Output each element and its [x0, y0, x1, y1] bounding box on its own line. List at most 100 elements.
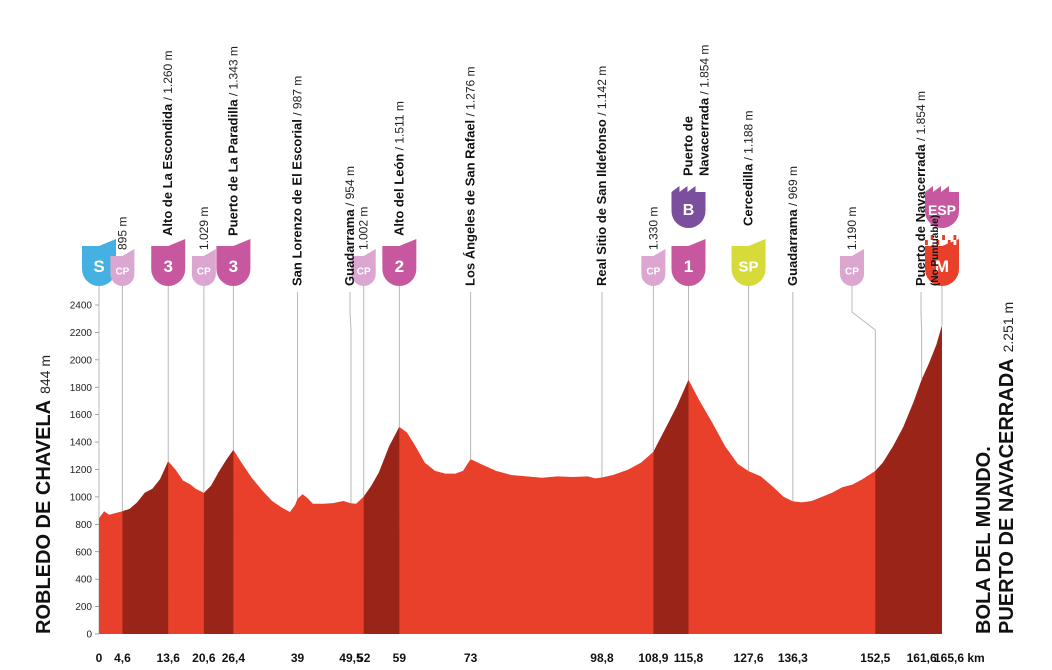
badge-tab [233, 239, 251, 246]
checkered-pattern [953, 235, 957, 240]
start-town-name: ROBLEDO DE CHAVELA [33, 400, 55, 634]
point-label: Puerto de La Paradilla / 1.343 m [225, 46, 240, 236]
point-altitude: / 1.188 m [742, 110, 756, 163]
point-name-line2: Navacerrada [696, 97, 711, 176]
badge-tab [852, 249, 864, 256]
point-name: Cercedilla [741, 163, 756, 226]
checkered-pattern [930, 240, 934, 245]
badge-label: CP [357, 267, 371, 278]
checkered-pattern [925, 240, 928, 245]
y-tick-label: 1400 [70, 438, 93, 449]
point-altitude: / 1.276 m [464, 66, 478, 119]
badge-tab [363, 249, 376, 256]
finish-altitude: 2.251 m [1000, 302, 1016, 353]
checkpoint-altitude: 1.190 m [845, 207, 859, 250]
point-note: (No Puntuable) [930, 215, 941, 286]
km-tick-label: 98,8 [590, 651, 614, 665]
badge-label: 3 [163, 257, 172, 276]
checkered-pattern [953, 240, 957, 245]
point-name: Guadarrama [342, 209, 357, 286]
badge-tab [399, 239, 417, 246]
point-altitude: / 1.854 m [914, 91, 928, 144]
point-altitude: / 987 m [291, 76, 305, 119]
km-tick-label: 152,5 [860, 651, 890, 665]
point-altitude: 1.190 m [845, 207, 859, 250]
badge-label: 3 [229, 257, 238, 276]
start-altitude: 844 m [37, 355, 53, 394]
point-altitude: / 954 m [343, 166, 357, 209]
climb-category-badge [671, 246, 706, 286]
checkered-pattern [947, 235, 951, 240]
point-name: Puerto de [680, 116, 695, 176]
checkpoint-altitude: 1.029 m [197, 207, 211, 250]
climb-segment [875, 325, 942, 634]
y-tick-label: 2000 [70, 355, 93, 366]
badge-label: S [93, 257, 104, 276]
y-tick-label: 2200 [70, 328, 93, 339]
point-name: Puerto de Navacerrada [913, 144, 928, 286]
climb-segment [363, 426, 400, 634]
point-label: Los Ángeles de San Rafael / 1.276 m [463, 66, 478, 286]
checkpoint-altitude: 1.002 m [357, 207, 371, 250]
point-altitude: / 969 m [786, 166, 800, 209]
checkered-pattern [947, 240, 951, 245]
bonus-badge-label: B [683, 202, 695, 219]
badge-tab [748, 239, 766, 246]
point-altitude: / 1.260 m [161, 50, 175, 103]
checkpoint-altitude: 895 m [115, 217, 129, 250]
point-name: Los Ángeles de San Rafael [463, 120, 478, 286]
bonus-badge [671, 192, 706, 228]
point-label: San Lorenzo de El Escorial / 987 m [290, 76, 305, 286]
point-label: Puerto de Navacerrada / 1.854 m [913, 91, 928, 286]
point-altitude: / 1.854 m [697, 45, 711, 98]
badge-label: CP [115, 267, 129, 278]
climb-category-badge [216, 246, 251, 286]
point-altitude: 1.002 m [357, 207, 371, 250]
finish-badge [925, 246, 959, 286]
leader-line [851, 286, 876, 471]
km-tick-label: 59 [393, 651, 407, 665]
point-name: Real Sitio de San Ildefonso [594, 119, 609, 286]
km-tick-label: 20,6 [192, 651, 216, 665]
point-label-line2: Navacerrada / 1.854 m [696, 45, 711, 176]
y-tick-label: 200 [75, 602, 92, 613]
badge-label: CP [197, 267, 211, 278]
point-name: Alto del León [391, 154, 406, 236]
leader-line [349, 292, 352, 504]
climb-segment [203, 449, 234, 634]
y-tick-label: 1600 [70, 410, 93, 421]
checkpoint-altitude: 1.330 m [646, 207, 660, 250]
y-tick-label: 1200 [70, 465, 93, 476]
special-category-badge [925, 192, 959, 228]
km-tick-label: 127,6 [734, 651, 764, 665]
badge-tab [203, 249, 216, 256]
badge-label: 1 [684, 257, 693, 276]
km-tick-label: 13,6 [157, 651, 181, 665]
point-label: Puerto de [680, 116, 695, 176]
checkered-pattern [936, 235, 940, 240]
leader-line [920, 292, 923, 380]
badge-label: M [935, 257, 949, 276]
point-altitude: / 1.142 m [595, 66, 609, 119]
checkered-pattern [925, 235, 928, 240]
point-label: Alto de La Escondida / 1.260 m [160, 50, 175, 236]
point-altitude: / 1.343 m [226, 46, 240, 99]
badge-tab [99, 239, 116, 246]
km-tick-label: 26,4 [222, 651, 246, 665]
y-tick-label: 400 [75, 575, 92, 586]
bonus-badge-label: ESP [928, 202, 956, 218]
climb-category-badge [151, 246, 186, 286]
point-name: Guadarrama [785, 209, 800, 286]
point-name: San Lorenzo de El Escorial [290, 119, 305, 286]
point-altitude: 1.029 m [197, 207, 211, 250]
km-tick-label: 115,8 [674, 651, 704, 665]
finish-name-line2: PUERTO DE NAVACERRADA [996, 358, 1018, 634]
point-altitude: 895 m [115, 217, 129, 250]
finish-name-line1: BOLA DEL MUNDO. [973, 446, 995, 634]
km-tick-label: 108,9 [638, 651, 668, 665]
checkered-pattern [942, 240, 945, 245]
badge-tab [671, 186, 696, 192]
sprint-badge [731, 246, 766, 286]
